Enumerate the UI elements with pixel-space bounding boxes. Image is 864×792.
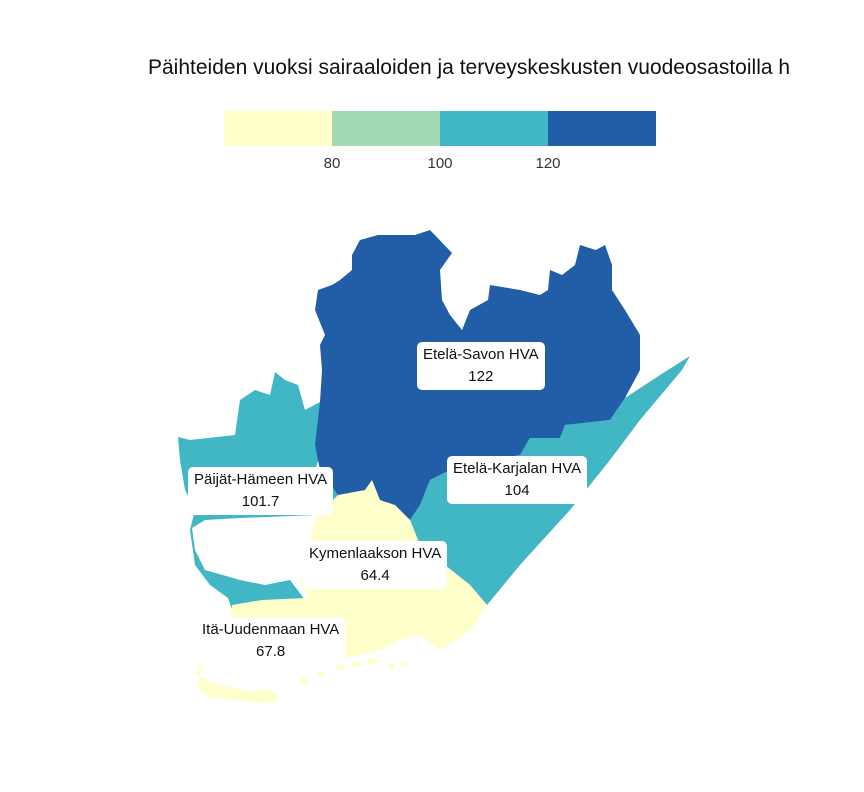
region-name: Päijät-Hämeen HVA <box>194 471 328 488</box>
legend-tick-80: 80 <box>323 155 341 172</box>
legend-swatch-3 <box>440 111 548 146</box>
legend-swatch-4 <box>548 111 656 146</box>
region-value: 101.7 <box>241 493 280 510</box>
chart-title: Päihteiden vuoksi sairaaloiden ja tervey… <box>148 56 791 79</box>
region-label-paijat-hame: Päijät-Hämeen HVA 101.7 <box>188 467 334 515</box>
region-value: 64.4 <box>360 567 390 584</box>
region-value: 67.8 <box>256 643 286 660</box>
archipelago-islands <box>235 640 407 699</box>
color-legend: 80 100 120 <box>224 111 656 181</box>
legend-swatch-1 <box>224 111 332 146</box>
region-name: Etelä-Karjalan HVA <box>453 460 582 477</box>
region-value: 122 <box>468 368 494 385</box>
region-label-ita-uusimaa: Itä-Uudenmaan HVA 67.8 <box>196 617 346 665</box>
legend-swatch-2 <box>332 111 440 146</box>
region-label-kymenlaakso: Kymenlaakson HVA 64.4 <box>303 541 448 589</box>
legend-tick-100: 100 <box>427 155 453 172</box>
region-name: Etelä-Savon HVA <box>423 346 539 363</box>
region-value: 104 <box>504 482 530 499</box>
legend-tick-120: 120 <box>535 155 561 172</box>
region-name: Kymenlaakson HVA <box>309 545 442 562</box>
region-label-etela-karjala: Etelä-Karjalan HVA 104 <box>447 456 588 504</box>
region-label-etela-savo: Etelä-Savon HVA 122 <box>417 342 545 390</box>
region-name: Itä-Uudenmaan HVA <box>202 621 340 638</box>
